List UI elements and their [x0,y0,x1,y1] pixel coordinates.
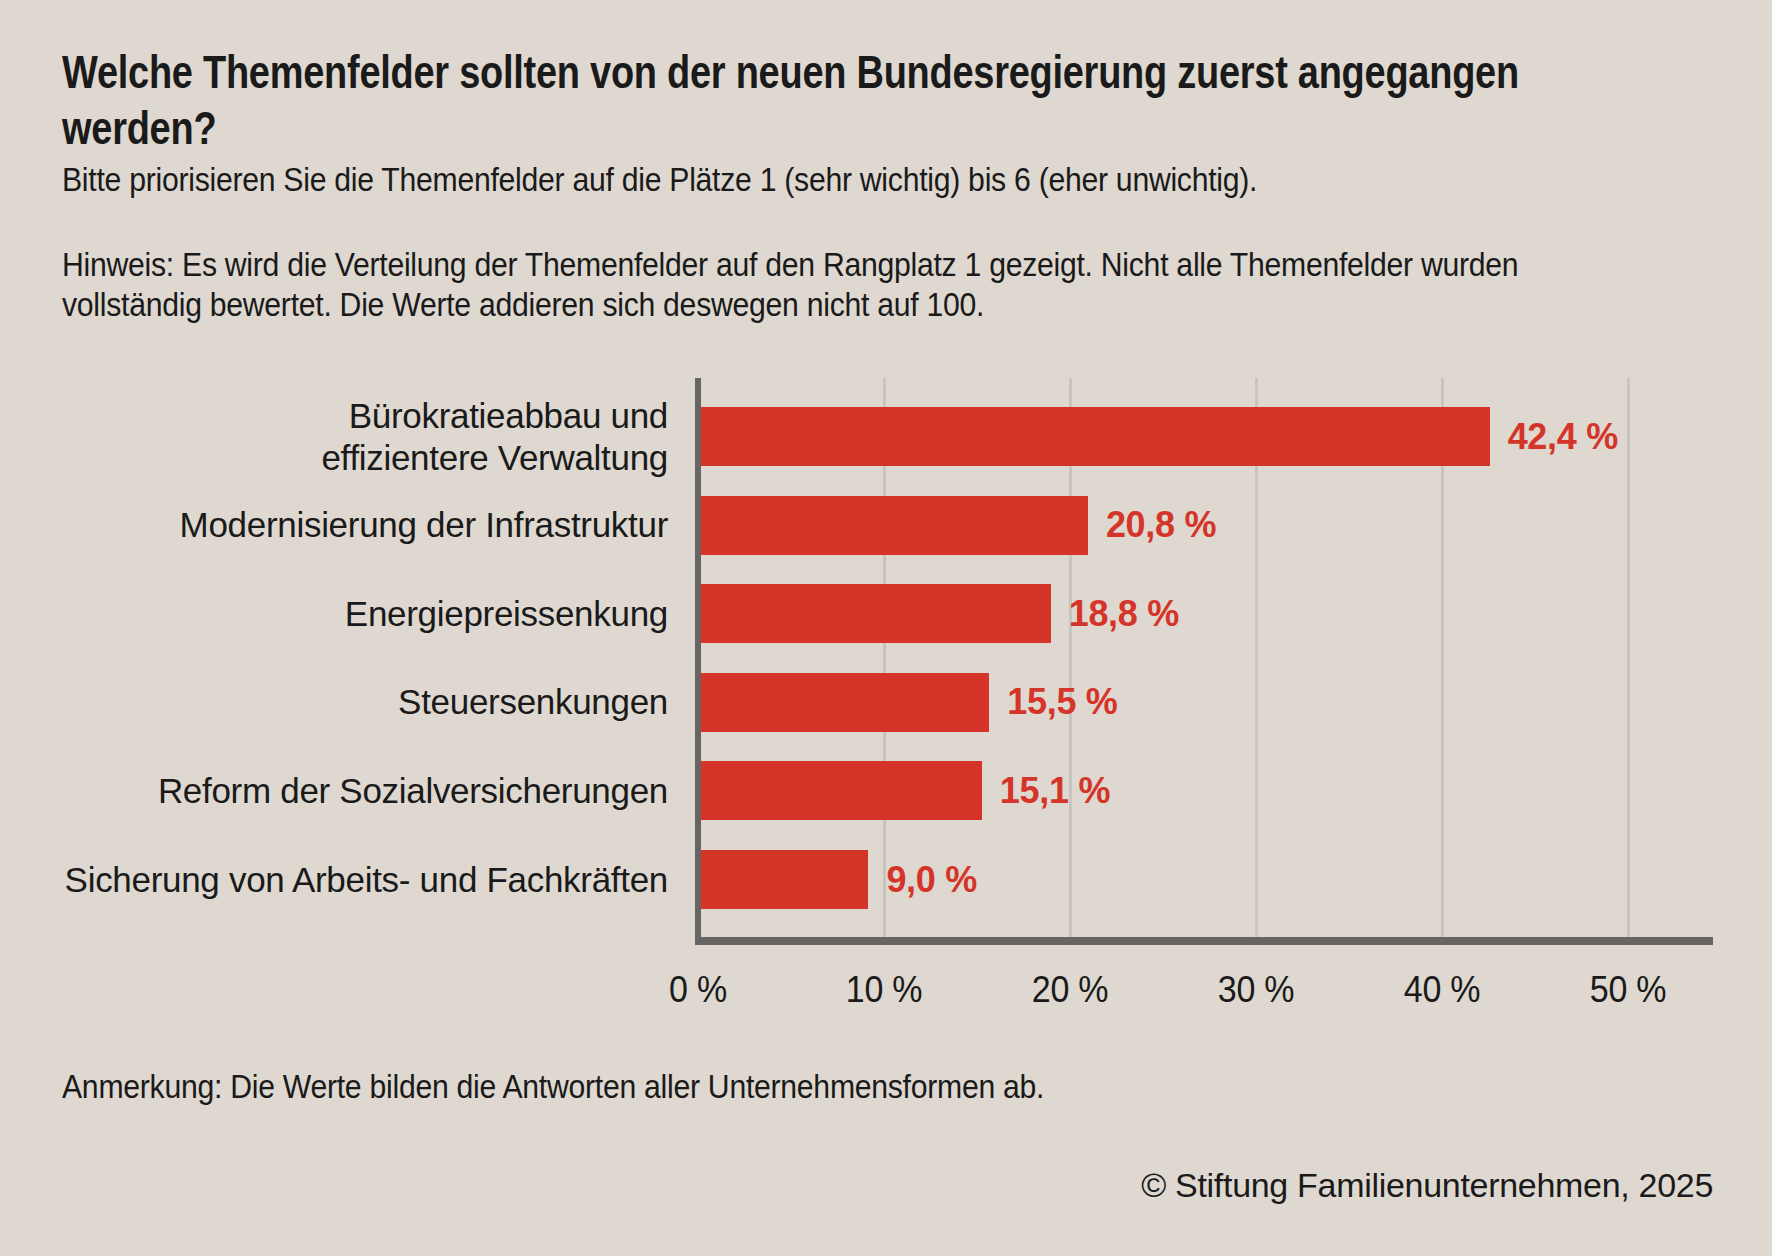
bar [701,496,1088,555]
bar-value-label: 42,4 % [1508,407,1618,466]
bar-value-label: 18,8 % [1069,584,1179,643]
gridline [1627,378,1630,937]
bar-value-label: 20,8 % [1106,496,1216,555]
bar [701,850,868,909]
category-label: Energiepreissenkung [0,564,668,663]
bar [701,584,1051,643]
category-label: Bürokratieabbau und effizientere Verwalt… [0,387,668,486]
x-tick-label: 40 % [1359,969,1525,1011]
bar-value-label: 15,1 % [1000,761,1110,820]
x-tick-label: 10 % [801,969,967,1011]
category-label: Steuersenkungen [0,653,668,752]
bar-value-label: 15,5 % [1007,673,1117,732]
bar [701,673,989,732]
chart-footnote: Anmerkung: Die Werte bilden die Antworte… [62,1068,1044,1106]
category-label: Reform der Sozialversicherungen [0,741,668,840]
x-tick-label: 30 % [1173,969,1339,1011]
infographic-page: Welche Themenfelder sollten von der neue… [0,0,1772,1256]
bar [701,407,1490,466]
category-label: Sicherung von Arbeits- und Fachkräften [0,830,668,929]
x-axis-line [695,937,1713,945]
bar-value-label: 9,0 % [886,850,977,909]
x-tick-label: 50 % [1545,969,1711,1011]
copyright: © Stiftung Familienunternehmen, 2025 [1141,1166,1713,1205]
x-tick-label: 20 % [987,969,1153,1011]
bar [701,761,982,820]
x-tick-label: 0 % [615,969,781,1011]
category-label: Modernisierung der Infrastruktur [0,476,668,575]
